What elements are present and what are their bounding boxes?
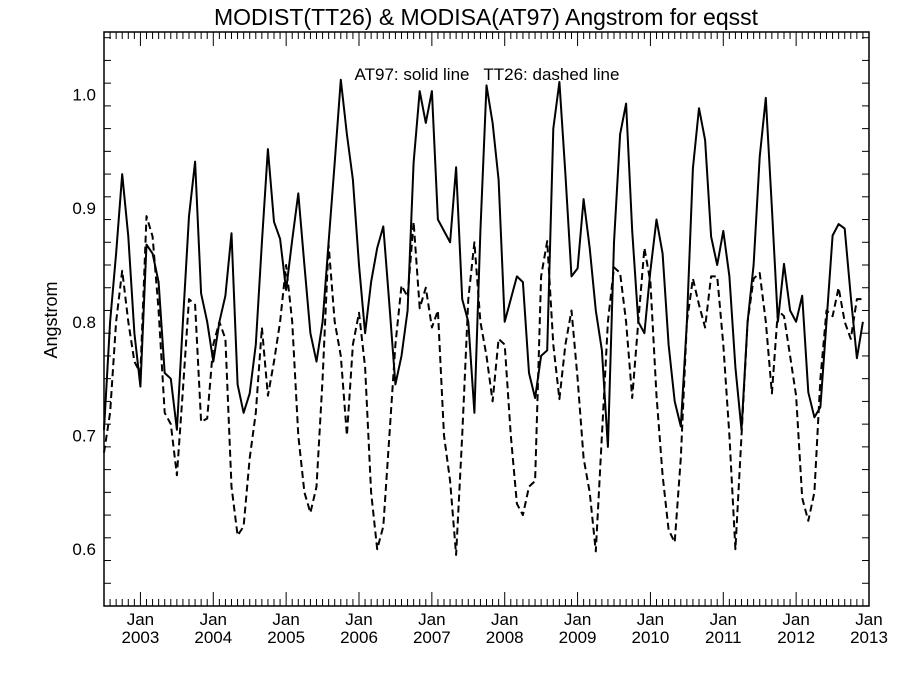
x-tick-label-year: 2013 — [850, 628, 888, 647]
x-tick-label-year: 2003 — [122, 628, 160, 647]
series-lines — [103, 78, 864, 556]
x-tick-label-year: 2006 — [340, 628, 378, 647]
x-tick-label-year: 2008 — [486, 628, 524, 647]
x-tick-label-year: 2010 — [632, 628, 670, 647]
x-tick-label-month: Jan — [200, 610, 227, 629]
x-tick-label-year: 2012 — [777, 628, 815, 647]
x-tick-label-month: Jan — [564, 610, 591, 629]
chart-title: MODIST(TT26) & MODISA(AT97) Angstrom for… — [214, 4, 759, 30]
x-tick-label-year: 2007 — [413, 628, 451, 647]
y-tick-label: 0.8 — [72, 313, 96, 332]
y-tick-label: 0.9 — [72, 199, 96, 218]
x-tick-label-month: Jan — [127, 610, 154, 629]
x-tick-label-month: Jan — [637, 610, 664, 629]
y-tick-label: 0.7 — [72, 427, 96, 446]
x-tick-label-year: 2004 — [194, 628, 232, 647]
x-tick-label-month: Jan — [345, 610, 372, 629]
x-tick-label-year: 2005 — [267, 628, 305, 647]
x-tick-label-month: Jan — [710, 610, 737, 629]
x-tick-label-year: 2009 — [559, 628, 597, 647]
y-tick-label: 1.0 — [72, 86, 96, 105]
x-tick-label-month: Jan — [491, 610, 518, 629]
series-legend-note: AT97: solid line TT26: dashed line — [355, 65, 620, 84]
series-line-at97 — [103, 78, 864, 448]
plot-area — [103, 31, 870, 607]
series-line-tt26 — [103, 215, 863, 556]
y-axis-label: Angstrom — [41, 281, 61, 358]
y-axis: 0.6 0.7 0.8 0.9 1.0 — [72, 37, 869, 607]
x-tick-label-month: Jan — [272, 610, 299, 629]
x-tick-label-year: 2011 — [705, 628, 742, 647]
plot-frame — [103, 31, 870, 607]
x-tick-label-month: Jan — [418, 610, 445, 629]
x-axis: Jan2003Jan2004Jan2005Jan2006Jan2007Jan20… — [103, 32, 888, 647]
x-tick-label-month: Jan — [782, 610, 809, 629]
x-tick-label-month: Jan — [855, 610, 882, 629]
y-tick-label: 0.6 — [72, 540, 96, 559]
